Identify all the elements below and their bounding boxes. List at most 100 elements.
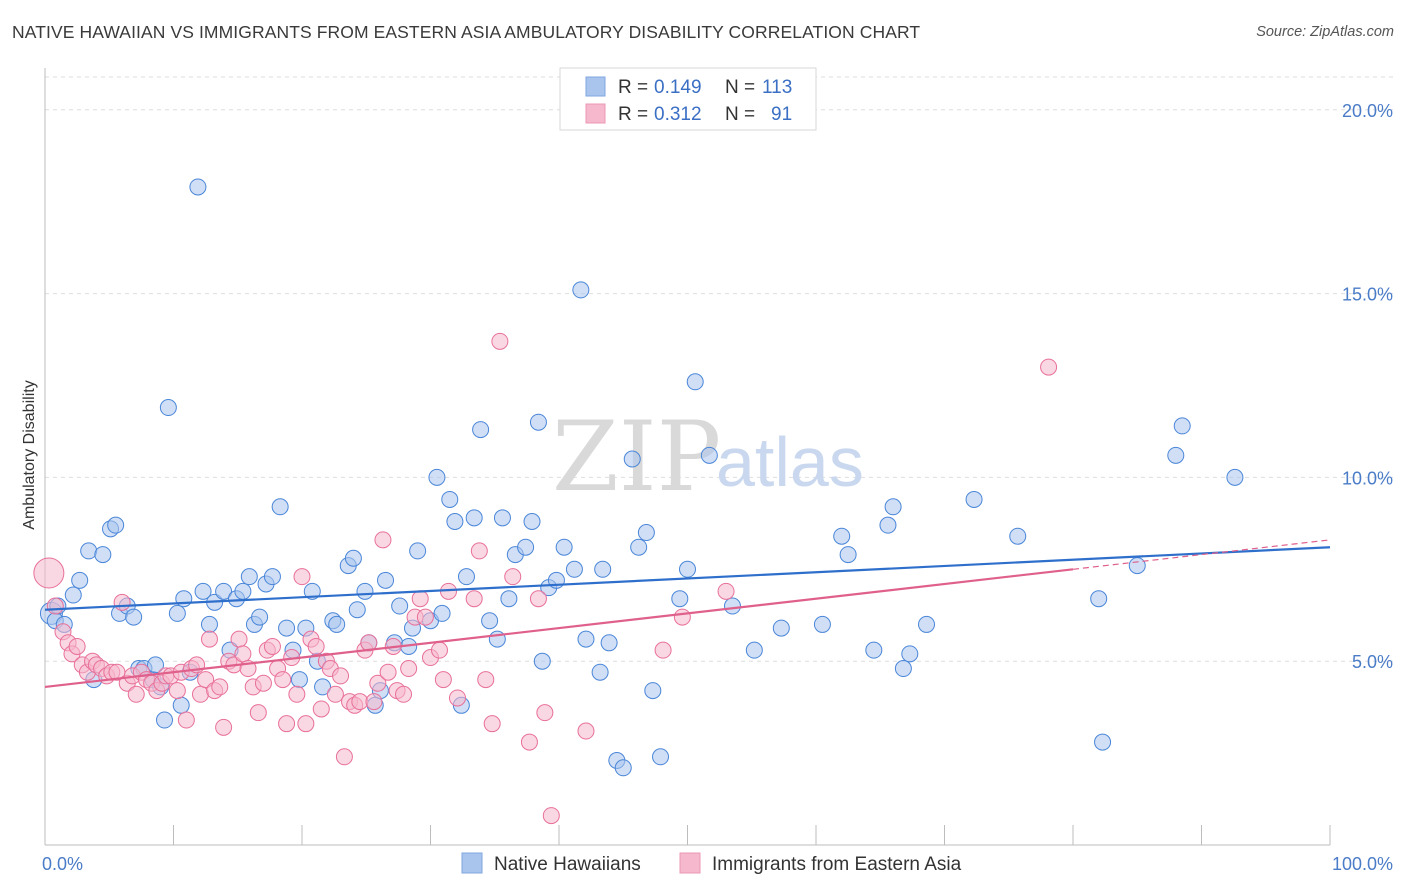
point-native-hawaiian-49 xyxy=(344,549,362,567)
point-native-hawaiian-27 xyxy=(200,615,218,633)
point-native-hawaiian-72 xyxy=(493,509,511,527)
point-native-hawaiian-10 xyxy=(107,516,125,534)
point-native-hawaiian-81 xyxy=(555,538,573,556)
point-eastern-asia-93 xyxy=(654,641,672,659)
point-native-hawaiian-32 xyxy=(234,582,252,600)
point-native-hawaiian-100 xyxy=(745,641,763,659)
point-eastern-asia-88 xyxy=(520,733,538,751)
point-eastern-asia-67 xyxy=(369,674,387,692)
point-eastern-asia-81 xyxy=(448,689,466,707)
point-native-hawaiian-97 xyxy=(686,373,704,391)
point-native-hawaiian-85 xyxy=(591,663,609,681)
point-eastern-asia-30 xyxy=(191,685,209,703)
point-eastern-asia-91 xyxy=(542,807,560,825)
point-native-hawaiian-62 xyxy=(428,468,446,486)
point-native-hawaiian-75 xyxy=(517,538,535,556)
point-native-hawaiian-92 xyxy=(637,524,655,542)
point-eastern-asia-86 xyxy=(491,332,509,350)
point-eastern-asia-73 xyxy=(400,660,418,678)
point-native-hawaiian-93 xyxy=(644,682,662,700)
point-native-hawaiian-69 xyxy=(472,421,490,439)
point-native-hawaiian-109 xyxy=(901,645,919,663)
point-native-hawaiian-5 xyxy=(71,571,89,589)
point-native-hawaiian-110 xyxy=(918,615,936,633)
legend-n-label-1: N = xyxy=(725,77,755,98)
point-native-hawaiian-68 xyxy=(465,509,483,527)
point-eastern-asia-87 xyxy=(504,568,522,586)
point-native-hawaiian-112 xyxy=(1009,527,1027,545)
point-native-hawaiian-96 xyxy=(679,560,696,578)
point-native-hawaiian-37 xyxy=(263,568,281,586)
point-eastern-asia-51 xyxy=(293,568,311,586)
point-eastern-asia-92 xyxy=(577,722,595,740)
point-native-hawaiian-117 xyxy=(1173,417,1191,435)
point-native-hawaiian-83 xyxy=(572,281,590,299)
point-native-hawaiian-4 xyxy=(64,586,82,604)
legend-swatch-pink xyxy=(585,103,606,124)
point-eastern-asia-89 xyxy=(529,590,547,608)
point-eastern-asia-14 xyxy=(113,593,131,611)
point-native-hawaiian-116 xyxy=(1167,446,1185,464)
watermark-atlas: atlas xyxy=(716,423,864,501)
point-eastern-asia-54 xyxy=(307,637,325,655)
point-native-hawaiian-103 xyxy=(833,527,851,545)
point-native-hawaiian-82 xyxy=(565,560,583,578)
y-axis-ticks: 5.0% 10.0% 15.0% 20.0% xyxy=(1342,101,1393,672)
point-eastern-asia-47 xyxy=(274,671,292,689)
point-native-hawaiian-8 xyxy=(94,546,112,564)
point-native-hawaiian-108 xyxy=(894,660,912,678)
point-native-hawaiian-57 xyxy=(391,597,409,615)
point-eastern-asia-84 xyxy=(477,671,495,689)
point-eastern-asia-76 xyxy=(416,608,434,626)
point-native-hawaiian-90 xyxy=(623,450,641,468)
point-native-hawaiian-26 xyxy=(194,582,212,600)
point-native-hawaiian-70 xyxy=(481,612,499,630)
point-native-hawaiian-20 xyxy=(159,399,177,417)
watermark: ZIP atlas xyxy=(552,401,864,513)
point-native-hawaiian-43 xyxy=(303,582,321,600)
point-eastern-asia-17 xyxy=(127,685,145,703)
point-eastern-asia-38 xyxy=(230,630,248,648)
point-native-hawaiian-47 xyxy=(328,615,346,633)
point-native-hawaiian-76 xyxy=(523,512,541,530)
legend-n-value-2: 91 xyxy=(771,104,792,125)
point-native-hawaiian-102 xyxy=(813,615,831,633)
legend-bottom-swatch-blue xyxy=(461,852,483,874)
point-native-hawaiian-63 xyxy=(433,604,451,622)
point-native-hawaiian-104 xyxy=(839,546,857,564)
x-tick-label-1: 100.0% xyxy=(1332,854,1393,874)
point-native-hawaiian-111 xyxy=(965,490,983,508)
point-eastern-asia-25 xyxy=(168,682,186,700)
point-native-hawaiian-106 xyxy=(879,516,897,534)
point-eastern-asia-94 xyxy=(673,608,691,626)
point-native-hawaiian-64 xyxy=(441,490,459,508)
point-eastern-asia-43 xyxy=(254,674,272,692)
trend-line-eastern-asia-extension xyxy=(1072,539,1331,570)
legend-bottom-label-pink: Immigrants from Eastern Asia xyxy=(712,854,962,875)
point-eastern-asia-52 xyxy=(297,715,315,733)
point-eastern-asia-55 xyxy=(312,700,330,718)
point-native-hawaiian-50 xyxy=(348,601,366,619)
point-eastern-asia-39 xyxy=(234,645,252,663)
y-tick-label-1: 10.0% xyxy=(1342,468,1393,488)
point-native-hawaiian-45 xyxy=(314,678,332,696)
point-native-hawaiian-65 xyxy=(446,512,464,530)
point-eastern-asia-32 xyxy=(200,630,218,648)
point-native-hawaiian-21 xyxy=(168,604,186,622)
point-native-hawaiian-38 xyxy=(271,498,289,516)
point-native-hawaiian-77 xyxy=(529,413,547,431)
x-tick-label-0: 0.0% xyxy=(42,854,83,874)
legend-r-label-2: R = xyxy=(618,104,648,125)
point-eastern-asia-45 xyxy=(263,637,281,655)
point-native-hawaiian-84 xyxy=(577,630,595,648)
point-eastern-asia-63 xyxy=(351,693,369,711)
x-axis-ticks: 0.0% 100.0% xyxy=(42,854,1393,874)
legend-bottom-swatch-pink xyxy=(679,852,701,874)
legend-r-value-1: 0.149 xyxy=(654,77,702,98)
point-native-hawaiian-89 xyxy=(614,759,632,777)
trend-line-native-hawaiians xyxy=(44,546,1331,611)
point-native-hawaiian-51 xyxy=(356,582,374,600)
point-eastern-asia-69 xyxy=(379,663,397,681)
point-native-hawaiian-73 xyxy=(500,590,518,608)
